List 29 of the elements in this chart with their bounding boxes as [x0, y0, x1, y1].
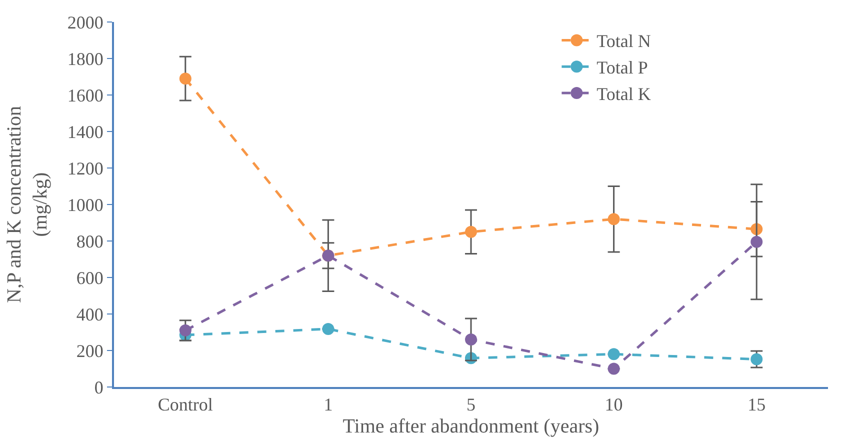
- point: [465, 334, 477, 346]
- y-tick-label: 1200: [67, 158, 104, 178]
- legend-label: Total N: [596, 31, 651, 52]
- y-tick-label: 800: [76, 231, 104, 252]
- y-tick-label: 400: [76, 304, 104, 324]
- y-tick-label: 1400: [67, 122, 104, 142]
- x-axis-title: Time after abandonment (years): [342, 416, 600, 438]
- legend-label: Total K: [596, 84, 651, 104]
- y-tick-label: 1800: [67, 48, 104, 69]
- legend-label: Total P: [596, 58, 648, 78]
- point: [465, 226, 477, 238]
- point: [608, 213, 620, 226]
- y-tick-label: 0: [94, 377, 104, 398]
- point: [322, 322, 334, 335]
- x-tick-label: 1: [324, 394, 333, 415]
- point: [179, 72, 192, 85]
- y-tick-label: 200: [76, 340, 104, 361]
- point: [608, 362, 620, 375]
- y-axis-title: N,P and K concentration (mg/kg): [3, 106, 52, 303]
- point: [608, 348, 620, 360]
- y-tick-label: 600: [76, 268, 104, 288]
- y-tick-label: 1600: [67, 85, 104, 106]
- x-tick-label: 5: [466, 394, 476, 415]
- x-tick-label: 10: [604, 394, 623, 415]
- y-tick-label: 1000: [67, 194, 104, 215]
- x-tick-label: Control: [158, 394, 213, 415]
- y-tick-label: 2000: [67, 12, 104, 32]
- point: [750, 236, 763, 248]
- x-tick-label: 15: [748, 394, 766, 415]
